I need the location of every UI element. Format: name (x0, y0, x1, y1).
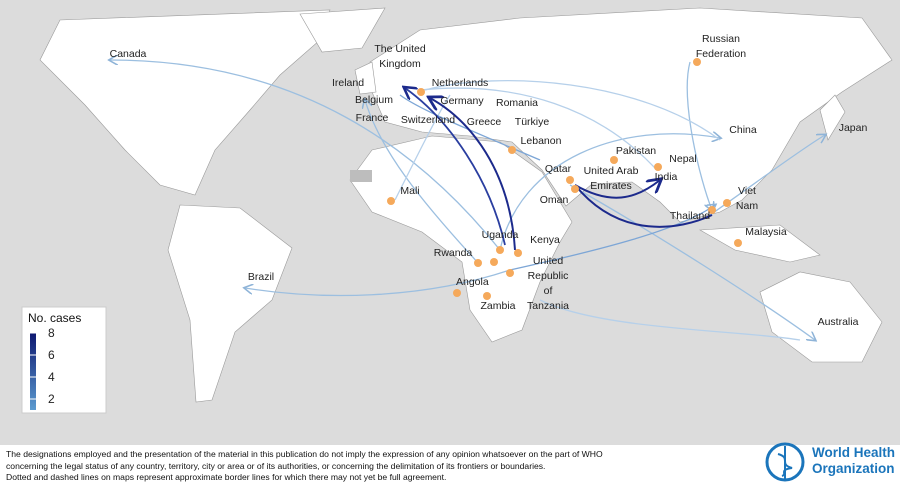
country-label: Japan (838, 122, 868, 134)
country-label: Zambia (480, 300, 516, 312)
country-label: Thailand (669, 210, 711, 222)
country-label: Belgium (355, 94, 393, 106)
country-label: Switzerland (400, 114, 456, 126)
country-label: Mali (400, 185, 420, 197)
country-label: Greece (466, 116, 502, 128)
who-logo-text: World Health (812, 445, 896, 460)
land (39, 7, 893, 403)
disclaimer: Dotted and dashed lines on maps represen… (6, 472, 447, 482)
country-label: Romania (495, 97, 539, 109)
country-label: Netherlands (431, 77, 489, 89)
country-label: India (654, 171, 678, 183)
legend-tick-label: 2 (48, 392, 55, 406)
country-label: Nepal (669, 153, 697, 165)
country-label: Brazil (247, 271, 275, 283)
country-label: Uganda (481, 229, 519, 241)
country-label: China (729, 124, 757, 136)
country-label: Russian Federation (695, 33, 747, 60)
disclaimer: concerning the legal status of any count… (6, 460, 546, 471)
country-label: Lebanon (520, 135, 562, 147)
country-label: Qatar (544, 163, 572, 175)
locations (387, 58, 742, 300)
country-label: Rwanda (433, 247, 473, 259)
country-label: Germany (440, 95, 484, 107)
country-label: Viet Nam (735, 185, 759, 212)
country-label: Türkiye (514, 116, 550, 128)
who-logo-text: Organization (812, 461, 895, 476)
country-label: Malaysia (745, 226, 787, 238)
map: No. cases 8 6 4 2 (0, 0, 900, 445)
country-label: Kenya (530, 234, 560, 246)
country-label: Canada (109, 48, 147, 60)
country-label: United Republic of Tanzania (526, 255, 570, 312)
color-bar (30, 333, 36, 410)
legend-tick-label: 4 (48, 370, 55, 384)
country-label: Australia (817, 316, 859, 328)
who-emblem (765, 442, 805, 482)
legend: No. cases 8 6 4 2 (21, 306, 107, 414)
country-label: United Arab Emirates (583, 165, 639, 192)
country-label: Pakistan (615, 145, 657, 157)
disclaimer: The designations employed and the presen… (6, 449, 603, 459)
country-label: The United Kingdom (374, 43, 426, 70)
country-label: France (355, 112, 389, 124)
disputed-area (350, 170, 372, 182)
legend-tick-label: 8 (48, 326, 55, 340)
legend-title: No. cases (28, 311, 81, 325)
country-label: Angola (456, 276, 489, 288)
legend-tick-label: 6 (48, 348, 55, 362)
country-label: Oman (539, 194, 569, 206)
country-label: Ireland (331, 77, 365, 89)
